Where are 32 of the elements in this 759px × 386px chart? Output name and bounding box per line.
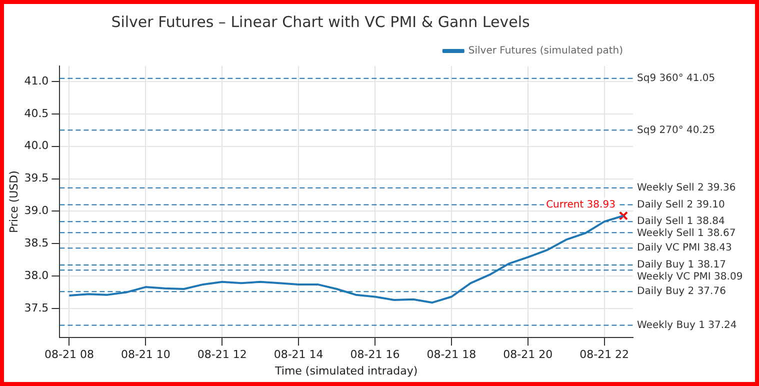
x-tick-label: 08-21 14 <box>274 348 324 362</box>
x-tick-label: 08-21 22 <box>580 348 630 362</box>
y-tick-label: 38.5 <box>24 236 49 250</box>
y-tick-label: 37.5 <box>24 301 49 314</box>
ref-line-label: Daily Buy 1 38.17 <box>637 260 726 271</box>
ref-line-label: Daily VC PMI 38.43 <box>637 242 732 254</box>
x-tick-label: 08-21 10 <box>120 348 170 362</box>
y-tick-label: 38.0 <box>24 268 49 282</box>
annotation: Current 38.93 <box>546 199 616 210</box>
y-tick-label: 41.0 <box>24 74 49 88</box>
ref-line-label: Weekly Sell 2 39.36 <box>637 182 736 194</box>
ref-line-label: Weekly Buy 1 37.24 <box>637 320 737 331</box>
y-axis-title: Price (USD) <box>7 170 20 234</box>
ref-line-label: Sq9 270° 40.25 <box>637 124 716 136</box>
x-tick-label: 08-21 18 <box>426 348 476 362</box>
x-axis-title: Time (simulated intraday) <box>274 364 418 378</box>
y-tick-label: 39.0 <box>24 204 49 218</box>
ref-line-label: Daily Sell 1 38.84 <box>637 216 725 228</box>
chart-title: Silver Futures – Linear Chart with VC PMI & Gann Levels <box>111 12 530 31</box>
legend-label: Silver Futures (simulated path) <box>468 46 624 57</box>
x-tick-label: 08-21 20 <box>503 348 553 362</box>
y-tick-label: 40.5 <box>24 106 49 120</box>
ref-line-label: Weekly VC PMI 38.09 <box>637 272 743 283</box>
x-tick-label: 08-21 12 <box>197 348 247 362</box>
y-tick-label: 39.5 <box>24 172 49 185</box>
ref-line-label: Weekly Sell 1 38.67 <box>637 228 736 240</box>
x-tick-label: 08-21 08 <box>44 348 94 362</box>
ref-line-label: Daily Buy 2 37.76 <box>637 286 726 298</box>
ref-line-label: Sq9 360° 41.05 <box>637 72 716 84</box>
y-tick-label: 40.0 <box>24 139 49 152</box>
x-tick-label: 08-21 16 <box>350 348 400 362</box>
ref-line-label: Daily Sell 2 39.10 <box>637 199 725 210</box>
